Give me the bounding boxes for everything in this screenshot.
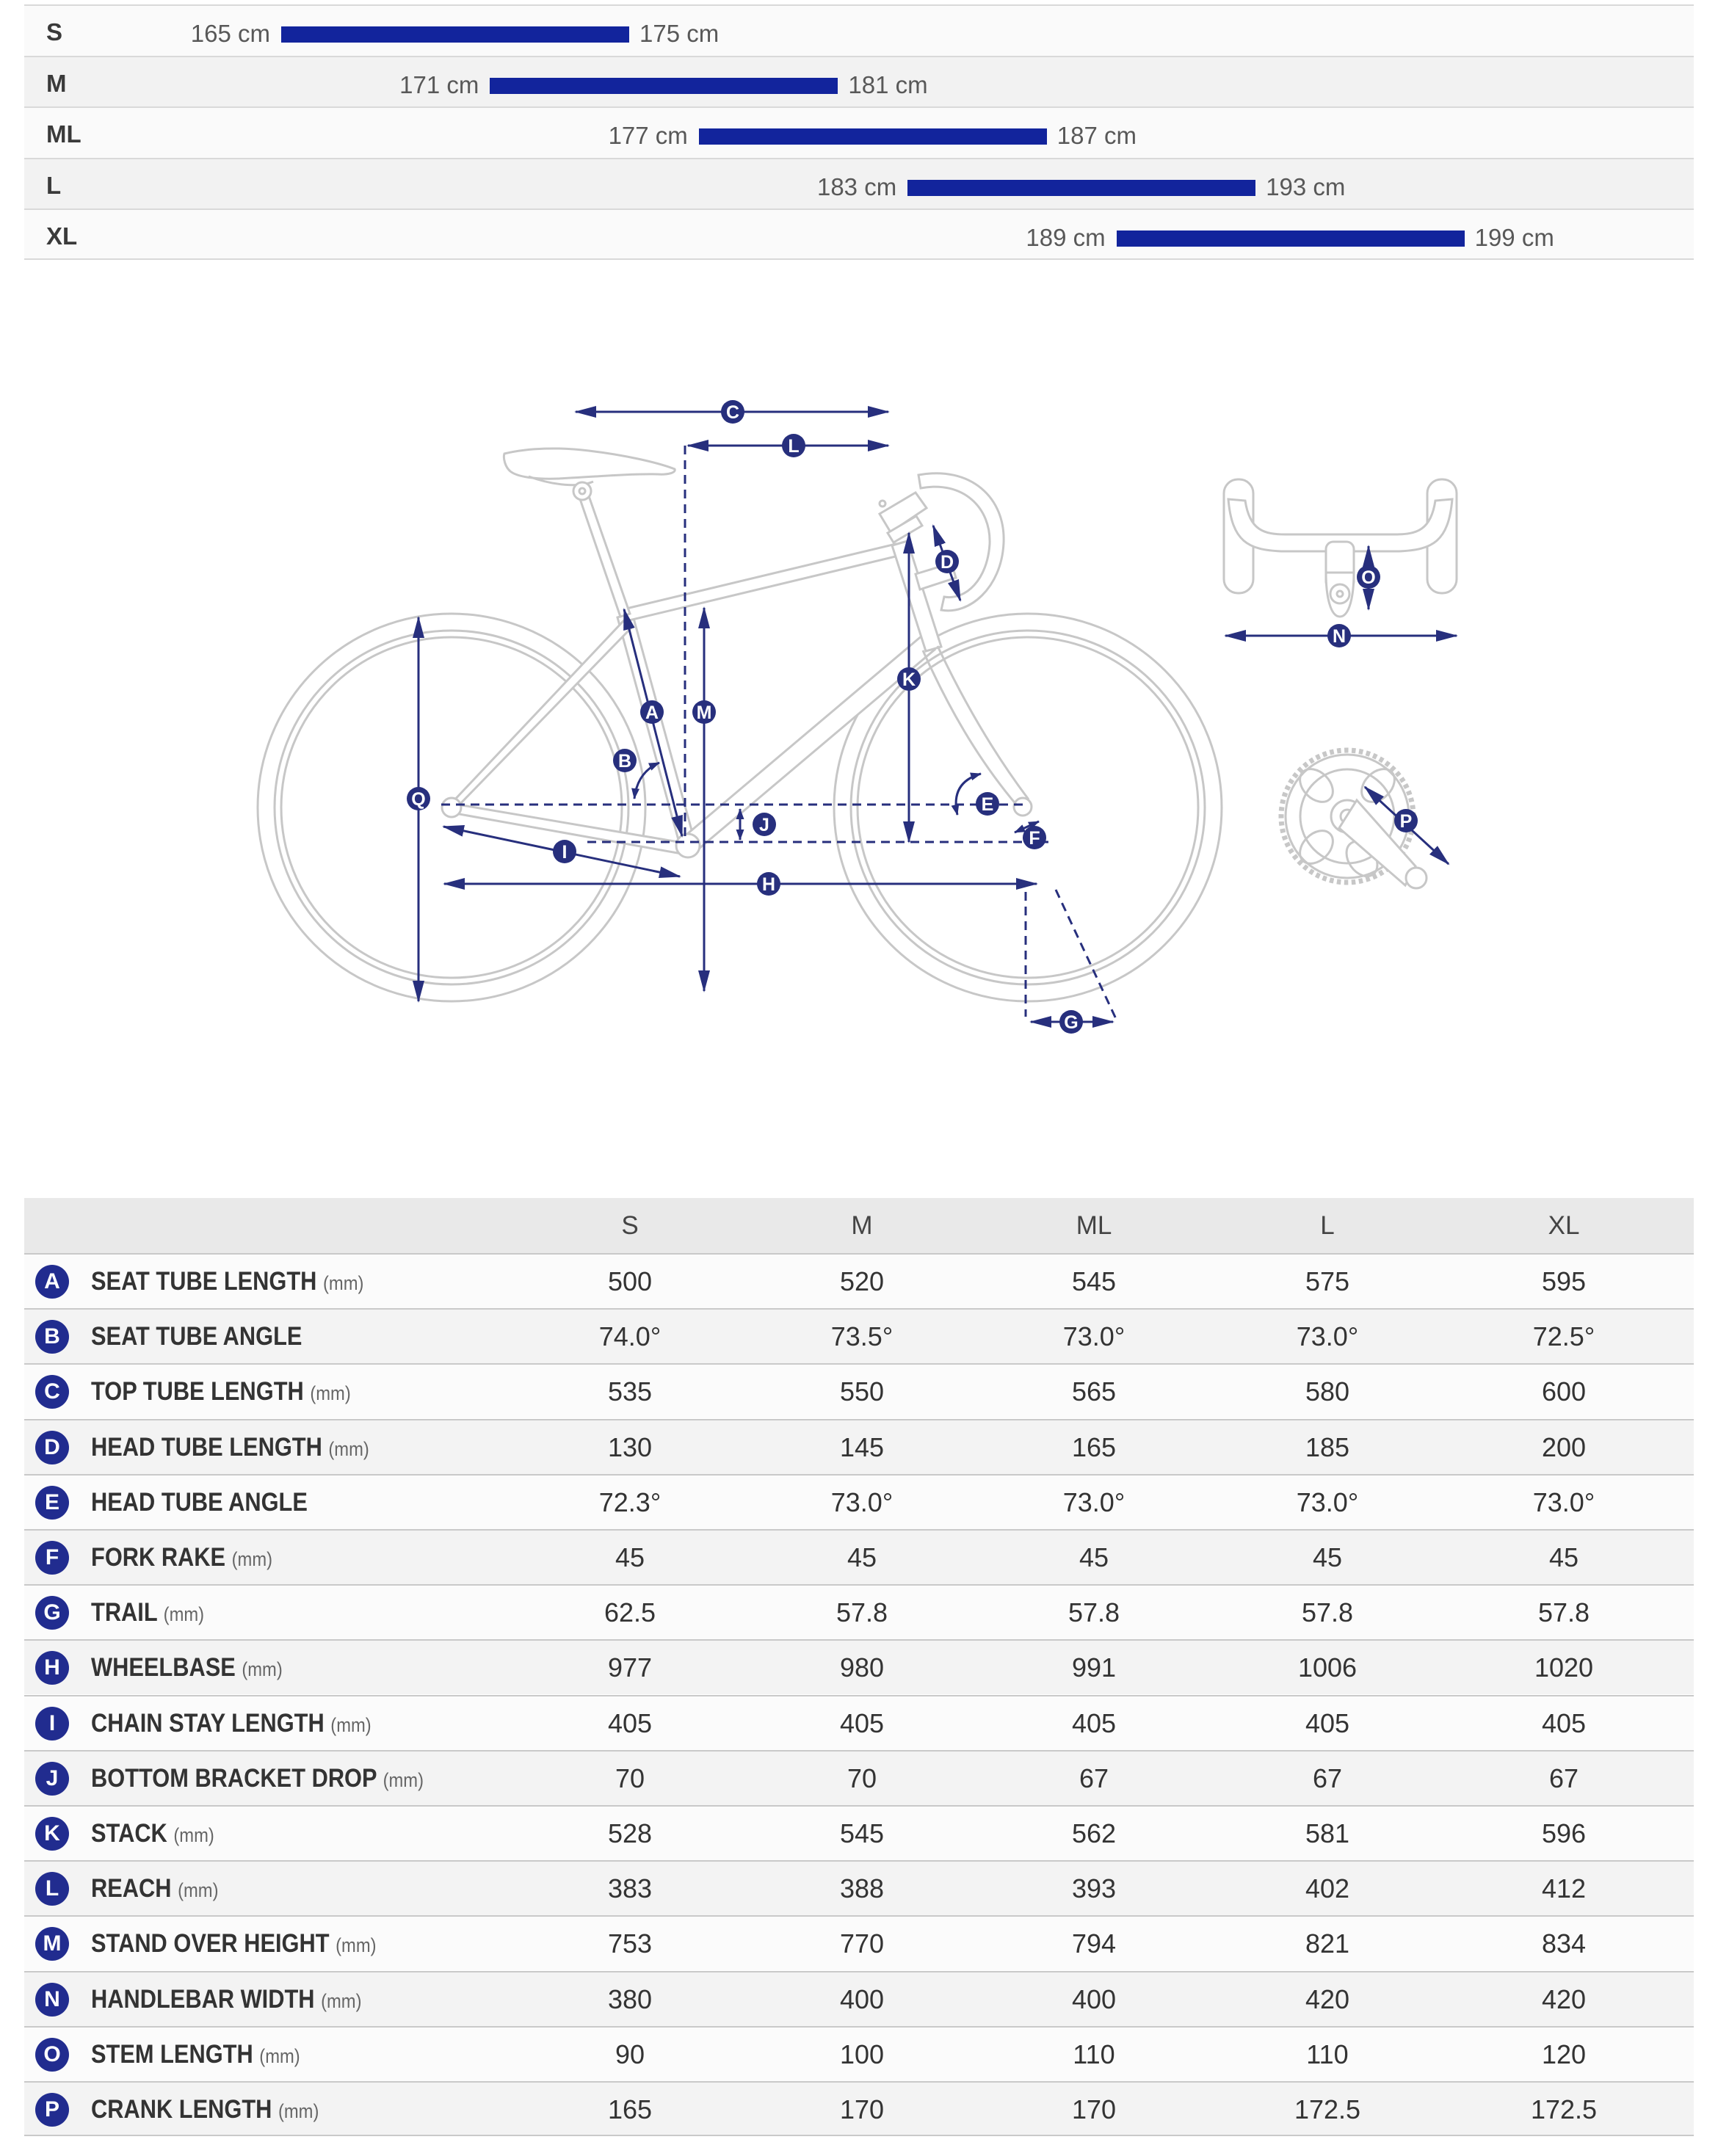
svg-text:I: I <box>562 842 568 863</box>
svg-text:P: P <box>1400 811 1413 832</box>
svg-text:O: O <box>1361 567 1375 588</box>
svg-text:N: N <box>1333 626 1346 647</box>
svg-text:J: J <box>759 815 769 835</box>
svg-text:E: E <box>982 794 994 815</box>
svg-text:C: C <box>726 402 739 423</box>
svg-text:M: M <box>697 703 712 723</box>
svg-text:B: B <box>618 751 631 772</box>
svg-text:K: K <box>902 669 916 690</box>
svg-text:L: L <box>788 436 799 457</box>
svg-text:H: H <box>762 874 775 895</box>
svg-text:A: A <box>645 703 659 723</box>
svg-text:F: F <box>1029 828 1040 849</box>
svg-text:G: G <box>1064 1012 1078 1033</box>
svg-text:Q: Q <box>411 789 425 810</box>
svg-text:D: D <box>940 552 954 573</box>
